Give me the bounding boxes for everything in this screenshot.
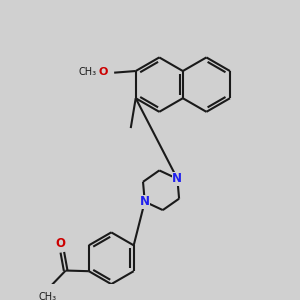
Text: CH₃: CH₃ xyxy=(79,67,97,77)
Text: N: N xyxy=(172,172,182,185)
Text: N: N xyxy=(140,195,150,208)
Text: O: O xyxy=(99,67,108,77)
Text: CH₃: CH₃ xyxy=(38,292,56,300)
Text: O: O xyxy=(56,237,66,250)
